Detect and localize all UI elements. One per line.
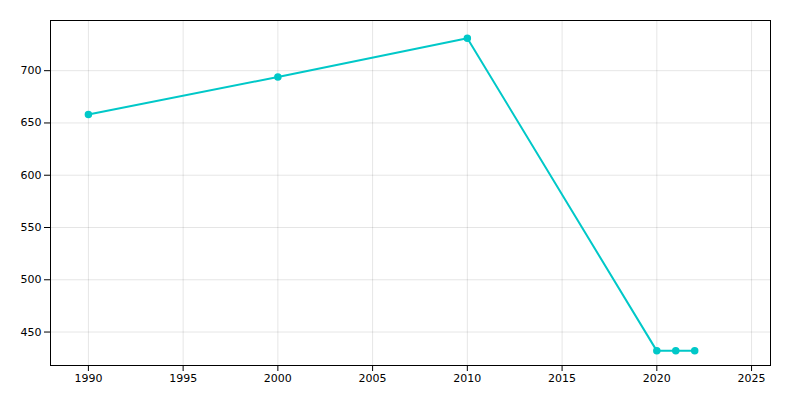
svg-text:450: 450 xyxy=(21,326,42,339)
svg-text:1995: 1995 xyxy=(169,372,197,385)
svg-text:2000: 2000 xyxy=(264,372,292,385)
svg-text:2020: 2020 xyxy=(643,372,671,385)
svg-text:600: 600 xyxy=(21,169,42,182)
svg-text:2010: 2010 xyxy=(453,372,481,385)
svg-text:1990: 1990 xyxy=(74,372,102,385)
svg-text:700: 700 xyxy=(21,64,42,77)
svg-text:500: 500 xyxy=(21,273,42,286)
svg-text:2015: 2015 xyxy=(548,372,576,385)
svg-text:2025: 2025 xyxy=(738,372,766,385)
svg-text:550: 550 xyxy=(21,221,42,234)
svg-text:650: 650 xyxy=(21,116,42,129)
svg-text:2005: 2005 xyxy=(359,372,387,385)
